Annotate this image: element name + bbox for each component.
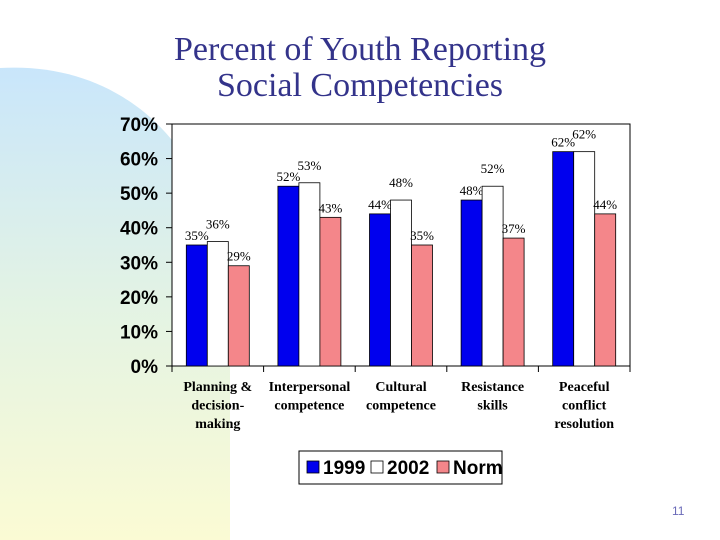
bar-norm <box>227 265 250 367</box>
bar-2002 <box>390 199 412 367</box>
slide-title-line2: Social Competencies <box>216 67 504 104</box>
category-label: competence <box>366 399 436 414</box>
data-label: 44% <box>593 197 617 212</box>
bar-1999 <box>552 151 575 367</box>
data-label: 35% <box>185 228 209 243</box>
legend-swatch-norm <box>436 460 450 474</box>
bar-1999 <box>460 199 483 367</box>
y-tick-label: 30% <box>120 253 158 274</box>
data-label: 43% <box>318 200 342 215</box>
category-label: resolution <box>554 417 614 432</box>
data-label: 44% <box>368 197 392 212</box>
y-tick-label: 40% <box>120 219 158 240</box>
data-label: 37% <box>502 221 526 236</box>
bar-norm <box>502 237 525 367</box>
data-label: 29% <box>227 249 251 264</box>
slide-title-line1: Percent of Youth Reporting <box>173 31 547 68</box>
y-tick-label: 60% <box>120 150 158 171</box>
category-label: Resistance <box>461 380 524 395</box>
bar-norm <box>411 244 433 367</box>
category-label: Interpersonal <box>269 380 351 395</box>
bar-1999 <box>277 185 300 367</box>
legend-label-1999: 1999 <box>323 458 365 479</box>
bar-norm <box>319 216 342 367</box>
category-label: Cultural <box>375 380 426 395</box>
y-tick-label: 10% <box>120 322 158 343</box>
bar-2002 <box>206 241 229 367</box>
category-label: conflict <box>562 399 607 414</box>
bar-2002 <box>573 151 596 367</box>
category-label: skills <box>477 399 508 414</box>
y-tick-label: 50% <box>120 184 158 205</box>
category-label: Peaceful <box>559 380 610 395</box>
bar-norm <box>594 213 617 367</box>
legend-swatch-1999 <box>306 460 320 474</box>
category-label: Planning & <box>183 380 252 395</box>
slide-title: Percent of Youth Reporting Social Compet… <box>100 32 620 104</box>
bar-1999 <box>369 213 391 367</box>
data-label: 62% <box>551 135 575 150</box>
legend-label-norm: Norm <box>453 458 503 479</box>
data-label: 35% <box>410 228 434 243</box>
y-tick-label: 0% <box>131 357 159 378</box>
data-label: 62% <box>572 127 596 142</box>
bar-2002 <box>481 185 504 367</box>
bar-1999 <box>185 244 208 367</box>
y-tick-label: 70% <box>120 115 158 136</box>
legend-swatch-2002 <box>370 460 384 474</box>
legend-box <box>298 450 503 485</box>
category-label: making <box>195 417 240 432</box>
y-tick-label: 20% <box>120 288 158 309</box>
data-label: 53% <box>297 158 321 173</box>
legend-label-2002: 2002 <box>387 458 429 479</box>
data-label: 52% <box>276 169 300 184</box>
category-label: competence <box>274 399 344 414</box>
data-label: 48% <box>460 183 484 198</box>
page-number: 11 <box>672 504 685 518</box>
bar-2002 <box>298 182 321 367</box>
data-label: 48% <box>389 175 413 190</box>
data-label: 52% <box>481 161 505 176</box>
category-label: decision- <box>191 399 244 414</box>
data-label: 36% <box>206 217 230 232</box>
